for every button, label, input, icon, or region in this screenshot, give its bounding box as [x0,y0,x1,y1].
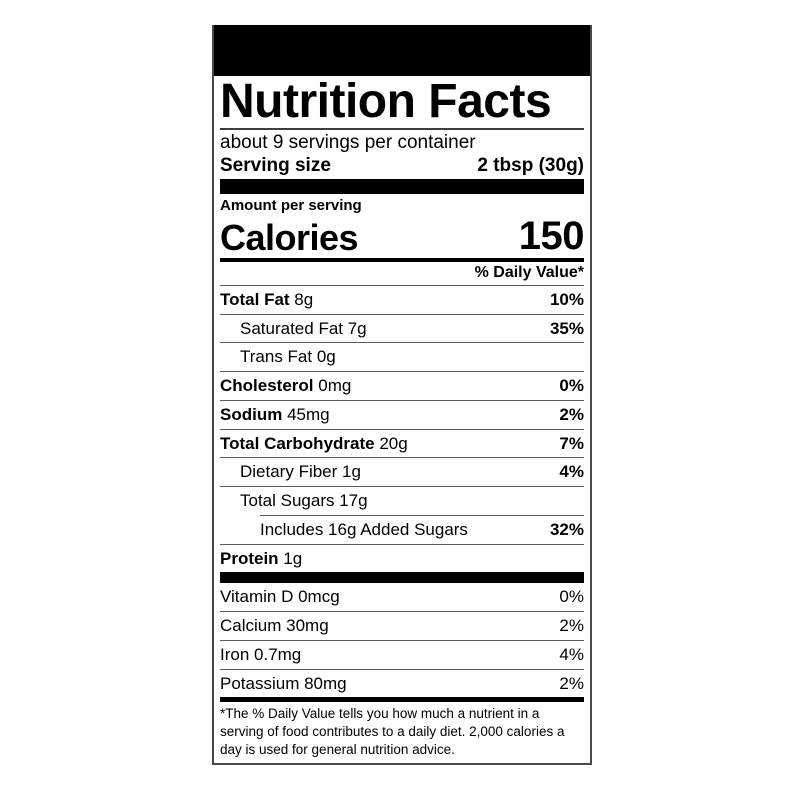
nutrient-name: Total Sugars 17g [240,491,368,511]
vitamin-row: Calcium 30mg 2% [220,612,584,640]
daily-value-header: % Daily Value* [474,264,584,282]
row-divider [220,399,584,401]
nutrient-row: Saturated Fat 7g 35% [220,315,584,343]
row-divider [220,428,584,430]
nutrient-row: Protein 1g [220,545,584,573]
divider-before-footnote [220,697,584,703]
nutrient-name: Trans Fat 0g [240,347,336,367]
calories-value: 150 [518,214,585,259]
nutrient-table: Total Fat 8g 10% Saturated Fat 7g 35% Trans … [214,284,590,573]
page-title: Nutrition Facts [220,75,552,128]
row-divider [220,371,584,373]
row-divider [220,543,584,545]
nutrient-row: Sodium 45mg 2% [220,401,584,429]
nutrient-row: Total Fat 8g 10% [220,286,584,314]
row-divider [220,313,584,315]
vitamin-row: Vitamin D 0mcg 0% [220,583,584,611]
nutrient-name: Total Carbohydrate 20g [220,433,408,453]
nutrient-name: Sodium 45mg [220,404,330,424]
nutrient-daily-value: 32% [549,519,584,539]
serving-size-value: 2 tbsp (30g) [477,155,584,177]
vitamin-table: Vitamin D 0mcg 0% Calcium 30mg 2% Iron 0.7mg… [214,583,590,697]
serving-size-label: Serving size [220,155,331,177]
vitamin-name: Calcium 30mg [220,616,329,636]
row-divider [220,486,584,488]
row-divider-indented [260,514,584,516]
row-divider [220,342,584,344]
vitamin-row: Potassium 80mg 2% [220,670,584,698]
nutrient-name: Cholesterol 0mg [220,376,352,396]
divider-under-title [220,127,584,130]
servings-per-container: about 9 servings per container [220,131,476,153]
nutrient-name: Includes 16g Added Sugars [260,519,468,539]
nutrient-daily-value: 7% [559,433,584,453]
nutrient-row: Trans Fat 0g [220,343,584,371]
row-divider [220,457,584,459]
thick-rule-wrap-2 [214,572,590,584]
divider-thick-before-vitamins [220,572,584,584]
footnote-rule-wrap [214,697,590,703]
nutrient-row: Cholesterol 0mg 0% [220,372,584,400]
serving-size-row: Serving size 2 tbsp (30g) [220,154,584,179]
thick-rule-wrap-1 [214,179,590,195]
nutrient-daily-value: 4% [559,462,584,482]
divider-thick-after-serving-size [220,179,584,195]
calories-label: Calories [220,217,359,259]
calories-row: Calories 150 [220,214,585,259]
nutrient-name: Saturated Fat 7g [240,318,367,338]
amount-per-serving-label: Amount per serving [220,197,362,215]
vitamin-name: Vitamin D 0mcg [220,587,340,607]
row-divider [220,668,584,670]
vitamin-daily-value: 4% [559,644,584,664]
row-divider [220,639,584,641]
nutrition-facts-label: Nutrition Facts about 9 servings per con… [212,25,592,766]
row-divider [220,284,584,286]
top-black-banner [214,25,590,76]
nutrient-name: Dietary Fiber 1g [240,462,361,482]
nutrient-row: Total Carbohydrate 20g 7% [220,430,584,458]
nutrient-row: Total Sugars 17g [220,487,584,515]
nutrient-name: Protein 1g [220,548,303,568]
nutrient-daily-value: 2% [559,404,584,424]
nutrient-daily-value: 10% [549,289,584,309]
vitamin-row: Iron 0.7mg 4% [220,641,584,669]
nutrient-daily-value: 0% [559,376,584,396]
vitamin-name: Iron 0.7mg [220,644,302,664]
nutrient-row: Includes 16g Added Sugars 32% [220,516,584,544]
nutrient-daily-value: 35% [549,318,584,338]
label-inner: Nutrition Facts about 9 servings per con… [214,75,590,179]
footnote-wrap: *The % Daily Value tells you how much a … [214,702,590,763]
nutrient-name: Total Fat 8g [220,289,314,309]
row-divider [220,611,584,613]
divider-under-calories [220,258,584,263]
nutrient-row: Dietary Fiber 1g 4% [220,458,584,486]
calories-block: Amount per serving Calories 150 % Daily … [214,194,590,285]
vitamin-daily-value: 2% [559,616,584,636]
daily-value-footnote: *The % Daily Value tells you how much a … [220,706,565,758]
vitamin-name: Potassium 80mg [220,673,347,693]
vitamin-daily-value: 0% [559,587,584,607]
vitamin-daily-value: 2% [559,673,584,693]
